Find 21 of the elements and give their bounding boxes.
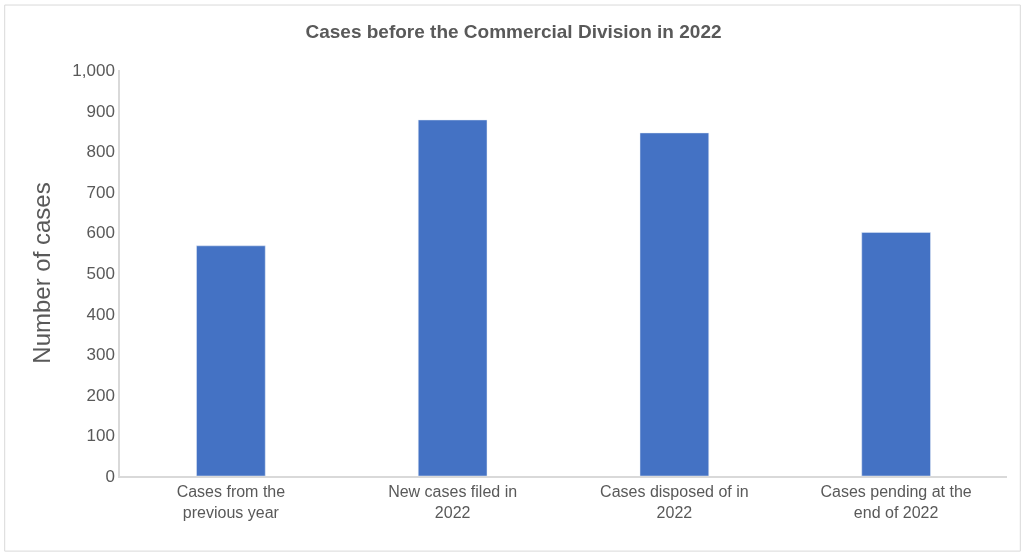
x-tick-label: Cases pending at the end of 2022 (820, 482, 972, 521)
y-tick-label: 400 (86, 304, 115, 324)
y-tick-label: 200 (86, 385, 115, 405)
bar (639, 132, 709, 476)
x-tick-label: Cases from the previous year (176, 482, 286, 521)
y-axis-title: Number of cases (27, 182, 55, 364)
y-tick-label: 0 (105, 466, 115, 486)
y-tick-label: 700 (86, 182, 115, 202)
bar (418, 119, 488, 476)
x-tick-label: New cases filed in 2022 (388, 482, 518, 521)
x-tick-label: Cases disposed of in 2022 (600, 482, 749, 521)
chart-title: Cases before the Commercial Division in 2022 (305, 21, 722, 43)
y-tick-label: 1,000 (72, 60, 115, 80)
y-tick-label: 300 (86, 345, 115, 365)
bar (861, 232, 931, 476)
y-tick-label: 800 (86, 142, 115, 162)
y-tick-label: 600 (86, 223, 115, 243)
y-tick-label: 100 (86, 426, 115, 446)
y-tick-label: 500 (86, 263, 115, 283)
y-tick-label: 900 (86, 101, 115, 121)
bar (196, 245, 266, 476)
